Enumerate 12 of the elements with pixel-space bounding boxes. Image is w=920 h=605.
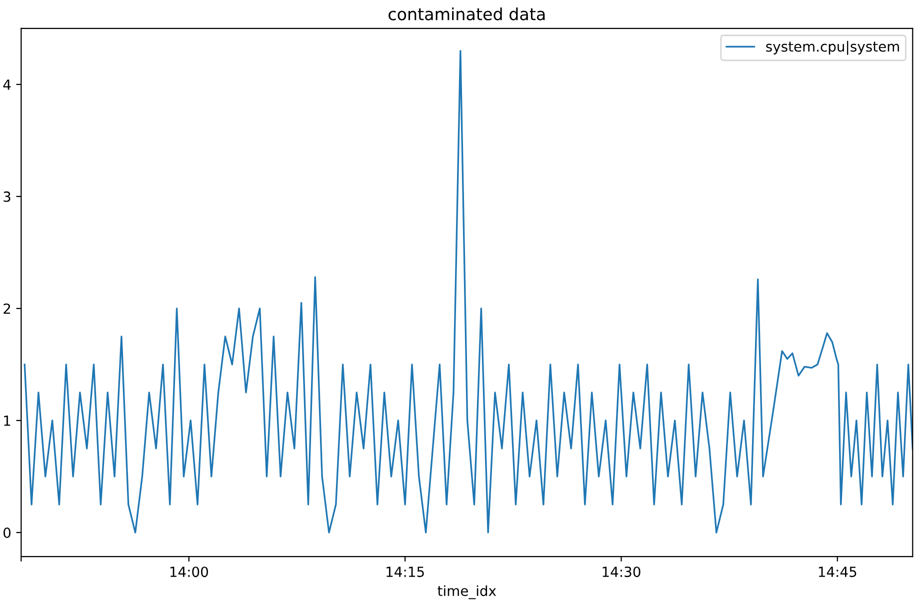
chart-title: contaminated data — [388, 7, 545, 20]
y-tick-label: 2 — [4, 303, 10, 314]
legend-label: system.cpu|system — [766, 40, 899, 55]
y-tick-label: 1 — [4, 416, 10, 426]
x-tick-label: 14:15 — [386, 566, 424, 578]
x-axis-title: time_idx — [438, 585, 496, 600]
x-tick-label: 14:30 — [602, 566, 640, 578]
y-tick-label: 0 — [4, 527, 11, 538]
x-tick-label: 14:45 — [818, 566, 856, 578]
y-tick-label: 3 — [4, 191, 10, 202]
y-tick-label: 4 — [3, 80, 11, 90]
x-tick-label: 14:00 — [170, 566, 208, 578]
